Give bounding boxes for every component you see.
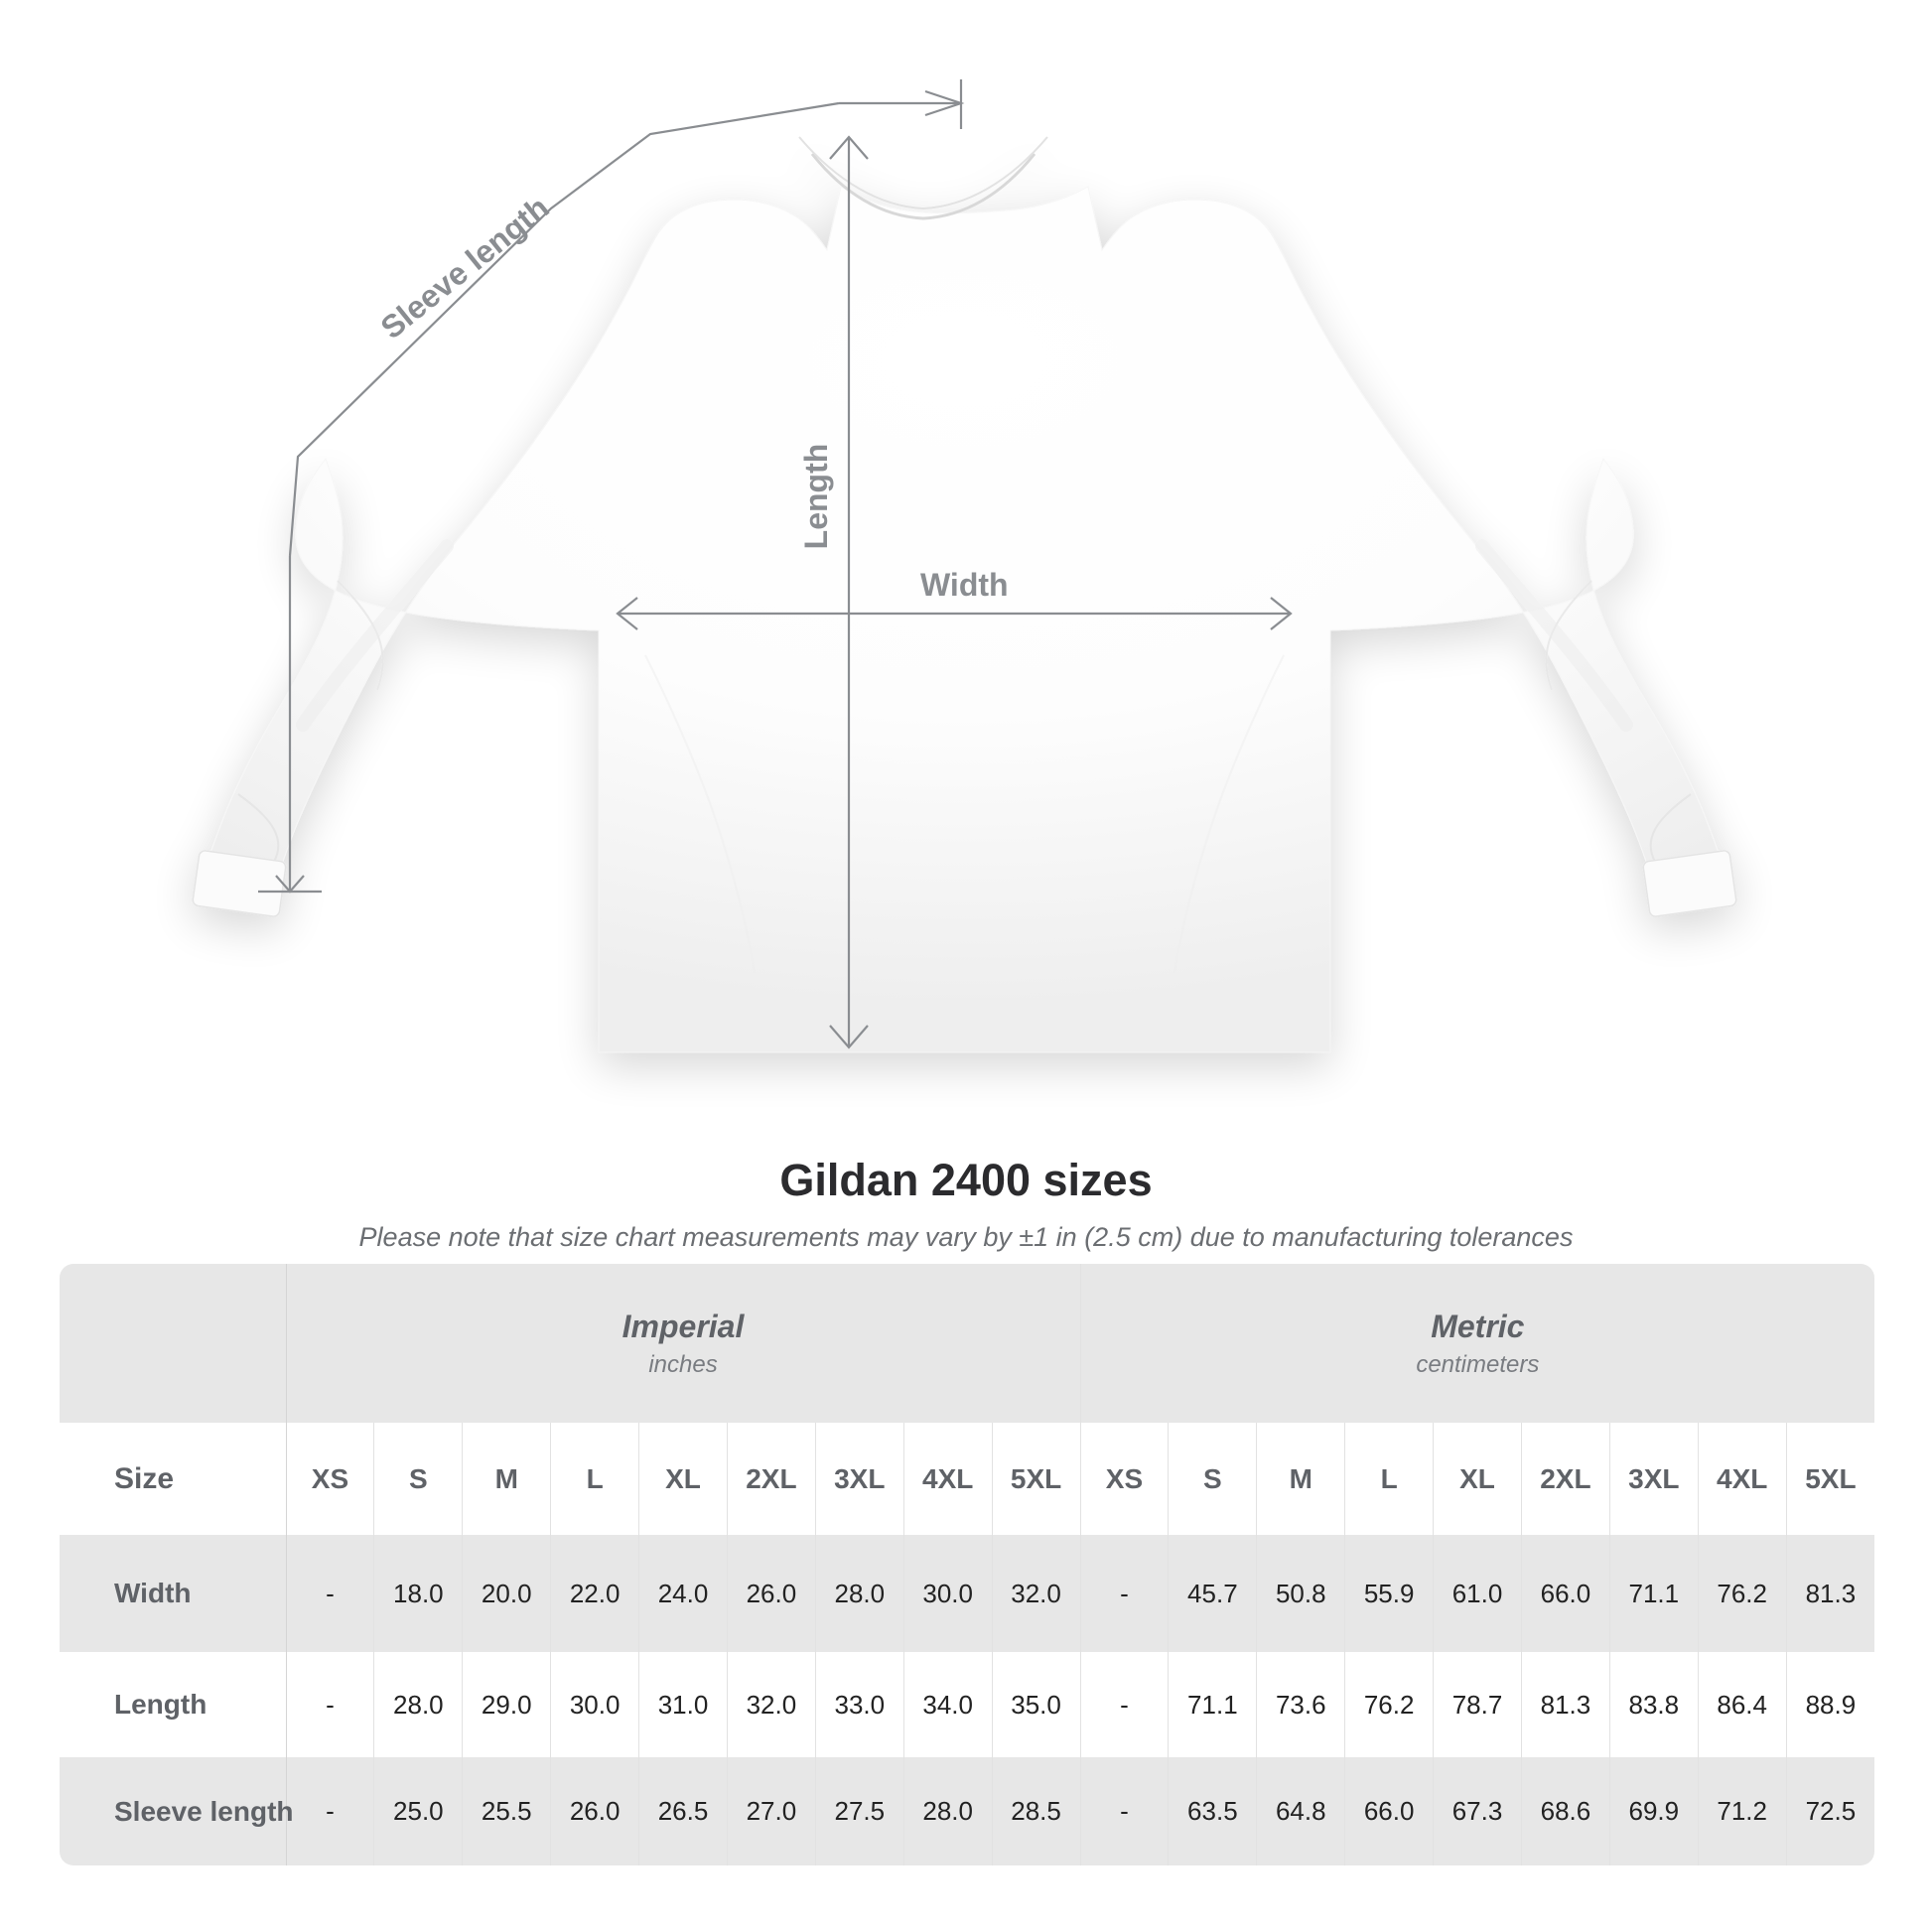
svg-text:Sleeve length: Sleeve length bbox=[374, 190, 556, 346]
svg-text:Length: Length bbox=[798, 444, 834, 550]
svg-text:Width: Width bbox=[920, 567, 1009, 603]
